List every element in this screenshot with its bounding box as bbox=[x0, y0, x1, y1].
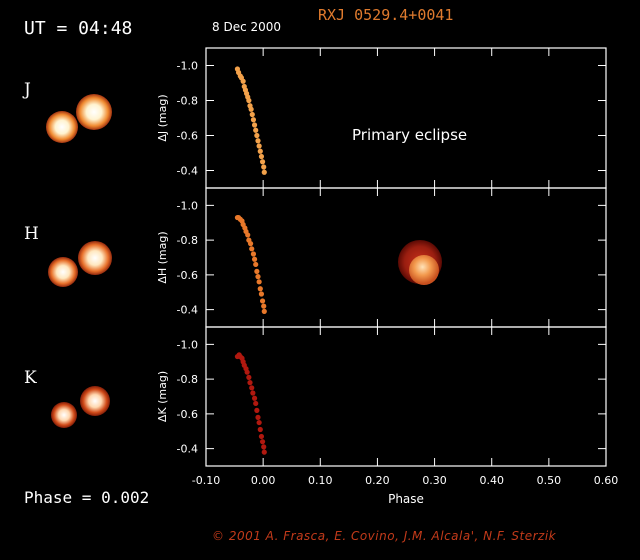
y-tick-label: -0.4 bbox=[177, 443, 198, 456]
data-point bbox=[253, 261, 259, 268]
y-axis-label: ΔK (mag) bbox=[156, 371, 169, 422]
data-point bbox=[251, 122, 258, 128]
y-tick-label: -0.8 bbox=[177, 373, 198, 386]
data-point bbox=[249, 385, 255, 391]
data-point bbox=[253, 400, 259, 407]
y-tick-label: -0.4 bbox=[177, 304, 198, 317]
data-point bbox=[257, 286, 263, 292]
data-point bbox=[246, 97, 252, 104]
x-tick-label: 0.40 bbox=[479, 474, 504, 487]
data-point bbox=[258, 153, 265, 160]
data-point bbox=[257, 426, 263, 433]
data-point bbox=[257, 148, 263, 154]
data-point bbox=[250, 117, 257, 123]
data-point bbox=[259, 159, 266, 165]
data-point bbox=[250, 251, 257, 257]
data-point bbox=[258, 433, 265, 440]
data-point bbox=[256, 419, 262, 426]
data-point bbox=[261, 308, 267, 314]
y-tick-label: -0.8 bbox=[177, 95, 198, 108]
x-tick-label: -0.10 bbox=[192, 474, 220, 487]
observation-date: 8 Dec 2000 bbox=[212, 20, 282, 34]
star-secondary-h bbox=[78, 241, 112, 275]
credit-line: © 2001 A. Frasca, E. Covino, J.M. Alcala… bbox=[212, 529, 557, 543]
data-point bbox=[256, 143, 262, 149]
x-tick-label: 0.10 bbox=[308, 474, 333, 487]
y-axis-label: ΔJ (mag) bbox=[156, 94, 169, 141]
data-point bbox=[254, 268, 260, 274]
data-point bbox=[261, 169, 267, 175]
y-tick-label: -0.4 bbox=[177, 165, 198, 178]
y-tick-label: -0.6 bbox=[177, 130, 198, 143]
eclipse-primary-star bbox=[409, 255, 439, 285]
data-point bbox=[256, 279, 262, 285]
data-point bbox=[261, 449, 267, 455]
primary-eclipse-annotation: Primary eclipse bbox=[352, 126, 467, 144]
data-point bbox=[255, 414, 261, 420]
data-point bbox=[254, 407, 260, 413]
data-point bbox=[250, 390, 256, 396]
x-tick-label: 0.00 bbox=[251, 474, 276, 487]
data-point bbox=[246, 374, 252, 380]
x-tick-label: 0.50 bbox=[537, 474, 562, 487]
eclipse-diagram bbox=[398, 240, 442, 285]
data-point bbox=[261, 303, 267, 309]
y-axis-label: ΔH (mag) bbox=[156, 231, 169, 283]
data-point bbox=[247, 241, 254, 247]
data-point bbox=[255, 138, 261, 144]
data-point bbox=[251, 256, 258, 262]
x-tick-label: 0.30 bbox=[422, 474, 447, 487]
y-tick-label: -0.8 bbox=[177, 234, 198, 247]
x-axis-label: Phase bbox=[388, 492, 424, 506]
object-name: RXJ 0529.4+0041 bbox=[318, 6, 454, 24]
band-label-k: K bbox=[24, 368, 37, 388]
data-point bbox=[259, 439, 266, 445]
x-tick-label: 0.60 bbox=[594, 474, 619, 487]
y-tick-label: -0.6 bbox=[177, 269, 198, 282]
x-tick-label: 0.20 bbox=[365, 474, 390, 487]
star-secondary-j bbox=[76, 94, 112, 130]
data-point bbox=[249, 111, 255, 118]
data-point bbox=[255, 274, 261, 280]
y-tick-label: -1.0 bbox=[177, 60, 198, 73]
data-point bbox=[253, 127, 259, 133]
y-tick-label: -0.6 bbox=[177, 408, 198, 421]
y-tick-label: -1.0 bbox=[177, 338, 198, 351]
data-point bbox=[247, 380, 253, 386]
star-secondary-k bbox=[80, 386, 110, 416]
data-point bbox=[259, 298, 266, 304]
data-point bbox=[261, 444, 267, 450]
data-point bbox=[248, 106, 254, 112]
y-tick-label: -1.0 bbox=[177, 199, 198, 212]
data-point bbox=[249, 246, 255, 252]
data-point bbox=[245, 232, 251, 238]
band-label-h: H bbox=[24, 224, 39, 244]
data-point bbox=[254, 132, 260, 139]
data-point bbox=[240, 78, 246, 84]
band-label-j: J bbox=[24, 80, 31, 100]
data-point bbox=[258, 291, 265, 297]
data-point bbox=[244, 369, 250, 375]
data-point bbox=[261, 164, 267, 170]
star-primary-k bbox=[51, 402, 77, 428]
phase-readout: Phase = 0.002 bbox=[24, 488, 150, 507]
star-primary-h bbox=[48, 257, 78, 287]
data-point bbox=[251, 395, 258, 401]
star-primary-j bbox=[46, 111, 78, 143]
panel-frame-2 bbox=[205, 326, 607, 467]
ut-time-label: UT = 04:48 bbox=[24, 18, 133, 39]
